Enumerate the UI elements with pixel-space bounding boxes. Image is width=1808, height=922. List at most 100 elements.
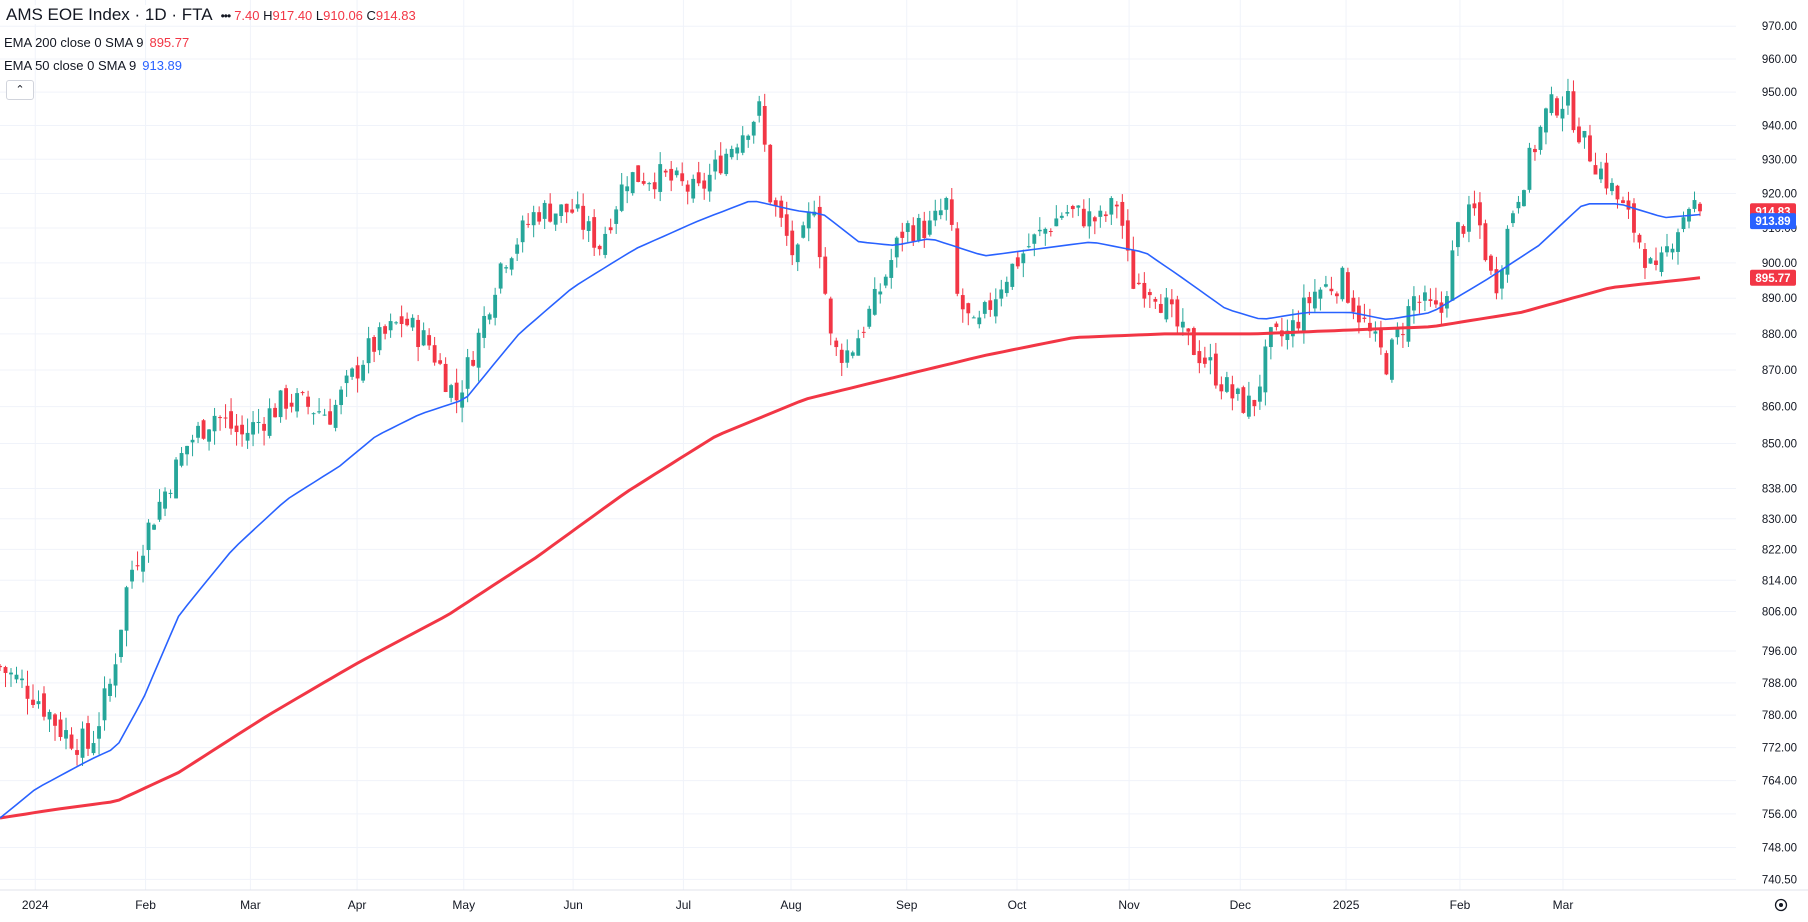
ema200-legend-row[interactable]: EMA 200 close 0 SMA 9 895.77: [4, 35, 189, 50]
candle-body: [421, 330, 426, 346]
candle: [1604, 153, 1609, 195]
candle-body: [652, 182, 657, 190]
candle-body: [339, 389, 344, 406]
candle-body: [669, 168, 674, 181]
ema200-line[interactable]: [0, 276, 1701, 820]
candle: [1362, 303, 1367, 323]
candle-body: [1098, 210, 1103, 217]
settings-gear-icon[interactable]: [1774, 898, 1788, 912]
candle-body: [1648, 258, 1653, 264]
candle-body: [1676, 232, 1680, 252]
candle: [1681, 211, 1686, 233]
candle: [1389, 337, 1394, 383]
price-tick-label: 740.50: [1762, 874, 1797, 886]
candle-body: [350, 368, 355, 377]
candle: [97, 712, 101, 755]
candle-body: [883, 276, 888, 286]
ohlc-low-value: 910.06: [323, 8, 363, 23]
candle-body: [1268, 327, 1273, 348]
candle-body: [1164, 297, 1169, 320]
candle-body: [1230, 384, 1235, 399]
candle-body: [1092, 217, 1097, 222]
candle: [680, 162, 685, 186]
candle-body: [1131, 250, 1136, 289]
ema50-line[interactable]: [0, 200, 1701, 819]
price-axis[interactable]: 970.00960.00950.00940.00930.00920.00910.…: [1740, 0, 1808, 922]
ema50-legend-row[interactable]: EMA 50 close 0 SMA 9 913.89: [4, 58, 182, 73]
candle: [295, 388, 300, 418]
time-axis[interactable]: 2024 Feb Mar Apr May Jun Jul Aug Sep Oct Nov Dec 202…: [0, 889, 1808, 912]
candle-body: [839, 349, 844, 363]
candle: [289, 393, 294, 413]
candle: [278, 389, 283, 423]
candle-body: [1010, 263, 1015, 287]
candle-body: [0, 665, 2, 668]
candle-body: [394, 322, 399, 324]
candle-body: [1450, 250, 1455, 301]
candle-body: [9, 672, 13, 675]
candle: [1059, 212, 1064, 220]
candle: [1015, 251, 1020, 269]
candle: [806, 202, 811, 242]
candle-body: [1522, 190, 1526, 207]
candle-body: [1527, 147, 1532, 190]
candle: [1626, 191, 1631, 219]
symbol-title[interactable]: AMS EOE Index · 1D · FTA: [4, 5, 215, 24]
candle-body: [454, 382, 459, 401]
candle-body: [1142, 282, 1147, 299]
candle-body: [410, 317, 415, 328]
candle-body: [1147, 292, 1152, 296]
candle: [245, 418, 250, 449]
candle: [377, 322, 382, 356]
candle: [465, 348, 470, 403]
candle: [1522, 189, 1526, 207]
candle: [86, 715, 90, 757]
candle-body: [1615, 185, 1620, 200]
candle-body: [1087, 211, 1092, 227]
candle: [872, 277, 877, 316]
candle-body: [273, 407, 278, 418]
candle: [108, 678, 112, 702]
candle-body: [1345, 272, 1350, 303]
candle: [1252, 399, 1257, 417]
candle-body: [174, 459, 178, 499]
candle: [603, 226, 608, 259]
candle-body: [146, 522, 151, 551]
candle: [1659, 246, 1664, 277]
ohlc-close-value: 914.83: [375, 8, 416, 23]
candle: [900, 222, 905, 252]
candle: [1577, 117, 1581, 144]
ohlc-open-value: 7.40: [234, 8, 260, 23]
candle-body: [504, 267, 509, 269]
candle: [1692, 191, 1697, 213]
ema50-price-tag: 913.89: [1750, 213, 1796, 230]
candle-body: [1197, 351, 1202, 364]
candle-body: [14, 674, 19, 680]
candle: [1131, 236, 1136, 290]
legend-symbol-row: AMS EOE Index · 1D · FTA ••• 7.40 H917.40 …: [4, 5, 416, 25]
candle: [1125, 209, 1130, 262]
candle: [977, 310, 982, 329]
candle: [1621, 196, 1625, 204]
candle: [300, 390, 305, 396]
candle-body: [1241, 387, 1246, 413]
candle: [449, 383, 454, 403]
candle-body: [999, 289, 1004, 299]
price-tick-label: 850.00: [1762, 439, 1797, 451]
candle: [1048, 228, 1053, 237]
candle: [1527, 142, 1532, 193]
candle: [1571, 80, 1576, 133]
candle: [383, 324, 388, 340]
candle: [1257, 374, 1262, 410]
candle: [790, 220, 795, 266]
candle: [1456, 221, 1460, 257]
candle: [834, 337, 839, 357]
collapse-legend-button[interactable]: ⌃: [6, 80, 34, 100]
more-options-icon[interactable]: •••: [220, 9, 232, 23]
candle-body: [1285, 330, 1290, 340]
candle-body: [218, 417, 222, 419]
candle: [1241, 385, 1246, 414]
candle: [311, 412, 316, 425]
candle-body: [1621, 200, 1625, 204]
